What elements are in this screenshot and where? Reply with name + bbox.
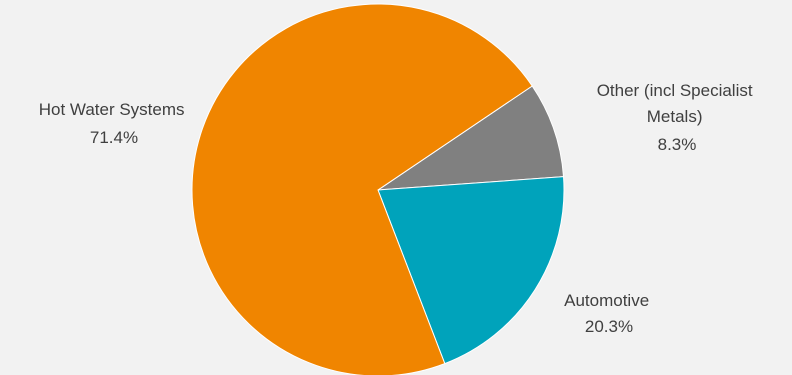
pie-slices — [191, 3, 565, 375]
slice-label-hot-water-systems: Hot Water Systems 71.4% — [39, 100, 190, 147]
pie-slice-automotive — [377, 176, 565, 365]
slice-labels: Other (incl Specialist Metals) 8.3% Auto… — [39, 81, 758, 336]
pie-slice-other — [376, 85, 565, 191]
slice-label-automotive: Automotive 20.3% — [564, 291, 654, 336]
slice-label-other: Other (incl Specialist Metals) 8.3% — [597, 81, 758, 154]
pie-slice-hot-water-systems — [191, 3, 533, 375]
